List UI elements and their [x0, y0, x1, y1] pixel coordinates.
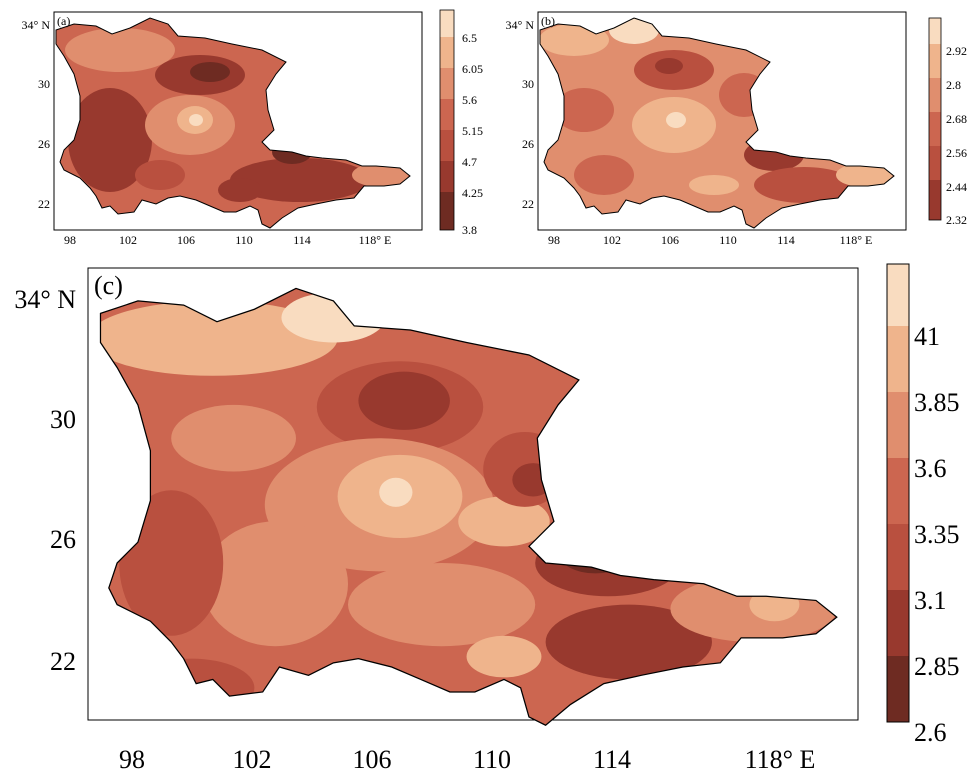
x-tick-c-1: 102 [233, 745, 272, 774]
x-tick-a-1: 102 [119, 233, 137, 247]
x-tick-b-1: 102 [603, 233, 621, 247]
colorbar-a-label-4: 4.7 [462, 155, 477, 169]
colorbar-a-label-2: 5.6 [462, 93, 477, 107]
colorbar-a-label-0: 6.5 [462, 31, 477, 45]
colorbar-c-label-1: 3.85 [914, 388, 960, 417]
x-tick-a-5: 118° E [359, 233, 392, 247]
x-tick-b-2: 106 [661, 233, 679, 247]
y-tick-b-2: 26 [522, 137, 534, 151]
x-tick-c-5: 118° E [745, 745, 816, 774]
y-tick-c-3: 22 [50, 647, 76, 676]
panel-a: (a) 34° N 30 26 22 98 102 106 110 114 11… [22, 9, 483, 247]
colorbar-a-label-5: 4.25 [462, 186, 483, 200]
colorbar-b-label-3: 2.56 [946, 146, 967, 160]
colorbar-b-label-4: 2.44 [946, 180, 967, 194]
colorbar-b-label-2: 2.68 [946, 112, 967, 126]
colorbar-a: 6.5 6.05 5.6 5.15 4.7 4.25 3.8 [439, 9, 483, 237]
colorbar-c-label-5: 2.85 [914, 652, 960, 681]
x-tick-a-4: 114 [293, 233, 311, 247]
x-tick-c-3: 110 [473, 745, 511, 774]
colorbar-a-label-3: 5.15 [462, 124, 483, 138]
colorbar-c-label-0: 41 [914, 322, 940, 351]
y-tick-b-0: 34° N [506, 18, 535, 32]
x-tick-a-0: 98 [64, 233, 76, 247]
colorbar-c-label-4: 3.1 [914, 586, 947, 615]
colorbar-c-label-6: 2.6 [914, 718, 947, 747]
colorbar-b-label-0: 2.92 [946, 44, 967, 58]
panel-c: (c) 34° N 30 26 22 98 102 106 110 114 11… [14, 263, 960, 774]
colorbar-b-label-1: 2.8 [946, 78, 961, 92]
x-tick-c-2: 106 [353, 745, 392, 774]
y-tick-b-1: 30 [522, 77, 534, 91]
panel-label-c: (c) [94, 271, 123, 300]
y-tick-a-3: 22 [38, 197, 50, 211]
x-tick-a-2: 106 [177, 233, 195, 247]
colorbar-c: 41 3.85 3.6 3.35 3.1 2.85 2.6 [886, 263, 960, 747]
x-tick-a-3: 110 [235, 233, 253, 247]
x-tick-c-4: 114 [593, 745, 631, 774]
colorbar-a-label-1: 6.05 [462, 62, 483, 76]
y-tick-a-1: 30 [38, 77, 50, 91]
colorbar-a-label-6: 3.8 [462, 223, 477, 237]
x-tick-c-0: 98 [119, 745, 145, 774]
y-tick-a-2: 26 [38, 137, 50, 151]
y-tick-c-2: 26 [50, 525, 76, 554]
panel-b: (b) 34° N 30 26 22 98 102 106 110 114 11… [506, 11, 967, 247]
panel-label-b: (b) [541, 14, 555, 28]
panel-label-a: (a) [57, 14, 70, 28]
y-tick-a-0: 34° N [22, 18, 51, 32]
y-tick-c-1: 30 [50, 405, 76, 434]
colorbar-c-label-2: 3.6 [914, 454, 947, 483]
x-tick-b-3: 110 [719, 233, 737, 247]
colorbar-c-label-3: 3.35 [914, 520, 960, 549]
x-tick-b-0: 98 [548, 233, 560, 247]
x-tick-b-4: 114 [777, 233, 795, 247]
x-tick-b-5: 118° E [840, 233, 873, 247]
y-tick-c-0: 34° N [14, 285, 76, 314]
colorbar-b-label-5: 2.32 [946, 213, 967, 227]
y-tick-b-3: 22 [522, 197, 534, 211]
colorbar-b: 2.92 2.8 2.68 2.56 2.44 2.32 [928, 17, 967, 227]
